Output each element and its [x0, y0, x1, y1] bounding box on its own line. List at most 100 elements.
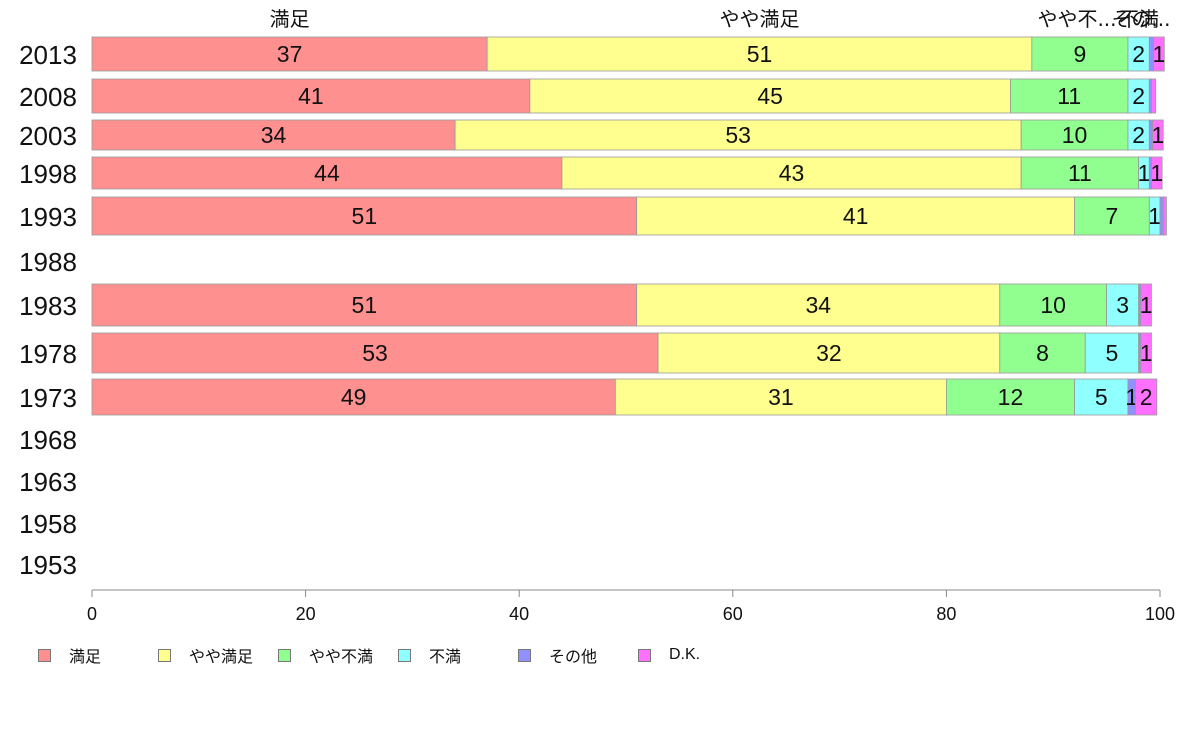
bar-1983-series-6 — [1140, 283, 1152, 327]
data-label-2008-series-3: 11 — [1057, 83, 1081, 109]
year-label-1973: 1973 — [19, 383, 77, 413]
data-label-1973-series-2: 31 — [768, 384, 794, 410]
legend-item-5: その他 — [518, 643, 638, 667]
year-label-1963: 1963 — [19, 467, 77, 497]
legend-item-2: やや満足 — [158, 643, 278, 667]
year-label-2003: 2003 — [19, 121, 77, 151]
data-label-1978-series-1: 53 — [362, 340, 388, 366]
bar-2003-series-3 — [1020, 119, 1129, 151]
bar-1973-series-1 — [91, 378, 616, 416]
data-label-1993-series-2: 41 — [843, 203, 869, 229]
bar-1998-series-3 — [1020, 156, 1140, 190]
top-label-5: その... — [1111, 7, 1170, 31]
data-label-1983-series-6: 1 — [1140, 292, 1153, 318]
bar-1993-series-6 — [1162, 196, 1167, 236]
year-label-1968: 1968 — [19, 425, 77, 455]
data-label-2013-series-3: 9 — [1074, 41, 1087, 67]
data-label-1983-series-1: 51 — [352, 292, 378, 318]
bar-1973-series-3 — [946, 378, 1075, 416]
bar-1998-series-6 — [1151, 156, 1163, 190]
bar-2003-series-6 — [1152, 119, 1164, 151]
legend-swatch-2 — [158, 648, 171, 662]
bar-2008-series-1 — [91, 78, 531, 114]
bar-1983-series-2 — [636, 283, 1001, 327]
bar-1998-series-1 — [91, 156, 563, 190]
year-label-1983: 1983 — [19, 291, 77, 321]
legend-label-5: その他 — [549, 649, 598, 666]
bar-1978-series-3 — [999, 332, 1086, 374]
legend-item-4: 不満 — [398, 643, 518, 667]
bar-2008-series-3 — [1010, 78, 1129, 114]
data-label-1973-series-6: 2 — [1140, 384, 1153, 410]
legend-swatch-6 — [638, 648, 651, 662]
data-label-1993-series-4: 1 — [1148, 203, 1161, 229]
bar-2003-series-2 — [454, 119, 1022, 151]
bar-1978-series-2 — [657, 332, 1001, 374]
year-label-1988: 1988 — [19, 247, 77, 277]
bar-1998-series-2 — [561, 156, 1022, 190]
bar-1978-series-1 — [91, 332, 659, 374]
legend-label-2: やや満足 — [189, 649, 254, 666]
bar-1993-series-3 — [1074, 196, 1150, 236]
legend-item-6: D.K. — [638, 646, 758, 664]
data-label-1973-series-1: 49 — [341, 384, 367, 410]
x-tick-label-0: 0 — [87, 604, 97, 624]
data-label-1983-series-4: 3 — [1116, 292, 1129, 318]
legend: 満足 やや満足 やや不満 不満 その他 D.K. — [38, 643, 758, 667]
data-label-1983-series-2: 34 — [805, 292, 831, 318]
bar-1983-series-3 — [999, 283, 1107, 327]
data-label-2003-series-1: 34 — [261, 122, 287, 148]
legend-label-6: D.K. — [669, 646, 701, 663]
data-label-1978-series-3: 8 — [1036, 340, 1049, 366]
data-label-1998-series-1: 44 — [314, 160, 340, 186]
bar-2008-series-2 — [529, 78, 1011, 114]
data-label-2013-series-2: 51 — [747, 41, 773, 67]
data-label-1973-series-5: 1 — [1125, 384, 1138, 410]
legend-swatch-4 — [398, 648, 411, 662]
bar-2013-series-6 — [1153, 36, 1165, 72]
x-tick-label-60: 60 — [723, 604, 743, 624]
year-label-1953: 1953 — [19, 550, 77, 580]
year-label-1978: 1978 — [19, 339, 77, 369]
data-label-1973-series-3: 12 — [998, 384, 1024, 410]
legend-item-3: やや不満 — [278, 643, 398, 667]
legend-label-1: 満足 — [69, 649, 102, 666]
top-label-2: やや満足 — [720, 7, 800, 31]
data-label-2008-series-1: 41 — [298, 83, 324, 109]
data-label-1998-series-2: 43 — [779, 160, 805, 186]
bar-1983-series-1 — [91, 283, 638, 327]
bar-1993-series-5 — [1159, 196, 1164, 236]
bar-1993-series-1 — [91, 196, 638, 236]
bar-2013-series-3 — [1031, 36, 1129, 72]
year-label-1993: 1993 — [19, 202, 77, 232]
data-label-2013-series-6: 1 — [1153, 41, 1166, 67]
data-label-1998-series-6: 1 — [1150, 160, 1163, 186]
year-label-2013: 2013 — [19, 40, 77, 70]
data-label-2003-series-3: 10 — [1062, 122, 1088, 148]
year-label-1998: 1998 — [19, 159, 77, 189]
year-label-1958: 1958 — [19, 509, 77, 539]
data-label-1978-series-2: 32 — [816, 340, 842, 366]
top-label-1: 満足 — [270, 7, 310, 31]
bar-2013-series-2 — [486, 36, 1033, 72]
data-label-2003-series-2: 53 — [725, 122, 751, 148]
legend-swatch-1 — [38, 648, 51, 662]
legend-item-1: 満足 — [38, 643, 158, 667]
legend-swatch-5 — [518, 648, 531, 662]
bar-1973-series-2 — [614, 378, 947, 416]
bar-2003-series-1 — [91, 119, 456, 151]
data-label-2008-series-2: 45 — [757, 83, 783, 109]
legend-swatch-3 — [278, 648, 291, 662]
data-label-1993-series-3: 7 — [1106, 203, 1119, 229]
bar-2008-series-6 — [1151, 78, 1157, 114]
data-label-1983-series-3: 10 — [1040, 292, 1066, 318]
legend-label-3: やや不満 — [309, 649, 374, 666]
data-label-2003-series-6: 1 — [1151, 122, 1164, 148]
x-tick-label-20: 20 — [296, 604, 316, 624]
bar-1993-series-2 — [636, 196, 1075, 236]
data-label-1998-series-4: 1 — [1138, 160, 1151, 186]
x-tick-label-100: 100 — [1145, 604, 1175, 624]
data-label-1993-series-1: 51 — [352, 203, 378, 229]
x-tick-label-40: 40 — [509, 604, 529, 624]
